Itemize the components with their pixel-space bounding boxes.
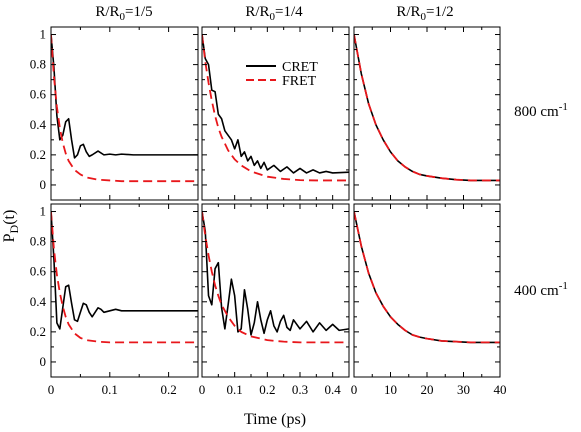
panel-1: 0 0.2 0.4 0.6 0.8 1 [30,26,199,201]
series-fret-line [51,211,198,344]
row-label-2: 400 cm-1 [514,280,568,299]
series-fret-line [51,34,198,183]
x-tick-label: 0 [48,382,55,397]
series-cret-line [202,211,349,336]
series-fret-line [354,34,500,182]
panel-frame [201,203,350,378]
y-tick-label: 0.6 [30,264,47,279]
panel-frame [50,26,199,201]
x-tick-label: 0.4 [325,382,342,397]
series-cret-line [354,34,500,182]
y-tick-label: 0.2 [30,147,46,162]
series-cret-line [202,34,349,174]
x-tick-label: 20 [421,382,434,397]
x-tick-label: 40 [494,382,507,397]
x-tick-label: 30 [457,382,470,397]
legend-fret-label: FRET [282,74,317,89]
x-tick-label: 0 [351,382,358,397]
panel-2 [201,26,350,201]
y-tick-label: 0 [40,177,47,192]
y-tick-label: 0.2 [30,324,46,339]
x-tick-label: 0.3 [292,382,308,397]
series-cret-line [51,211,198,330]
panel-frame [201,26,350,201]
panel-3 [353,26,501,201]
y-tick-label: 0.6 [30,87,47,102]
column-title-1: R/R0=1/5 [95,4,152,23]
x-tick-label: 0.2 [160,382,176,397]
series-fret-line [202,34,349,182]
y-tick-label: 0.8 [30,57,46,72]
y-axis-title: PD(t) [1,210,21,243]
y-tick-label: 0.8 [30,234,46,249]
panel-4: 0 0.2 0.4 0.6 0.8 1 0 0.1 0.2 [30,203,199,397]
panel-frame [353,26,501,201]
x-tick-label: 10 [384,382,397,397]
panel-6: 0 10 20 30 40 [351,203,507,397]
series-fret-line [202,211,349,344]
y-tick-label: 1 [40,27,47,42]
x-tick-label: 0.2 [259,382,275,397]
panel-frame [50,203,199,378]
series-fret-line [354,211,500,344]
series-cret-line [354,211,500,344]
x-tick-label: 0.1 [102,382,118,397]
x-tick-label: 0.1 [227,382,243,397]
legend-cret-label: CRET [282,60,318,75]
x-tick-label: 0 [199,382,206,397]
series-cret-line [51,34,198,159]
y-tick-label: 1 [40,204,47,219]
row-label-1: 800 cm-1 [514,101,568,120]
legend: CRET FRET [246,60,318,89]
panel-5: 0 0.1 0.2 0.3 0.4 [199,203,350,397]
y-tick-label: 0.4 [30,294,47,309]
x-axis-title: Time (ps) [244,411,306,428]
column-title-2: R/R0=1/4 [245,4,303,23]
column-title-3: R/R0=1/2 [396,4,453,23]
y-tick-label: 0 [40,354,47,369]
y-tick-label: 0.4 [30,117,47,132]
